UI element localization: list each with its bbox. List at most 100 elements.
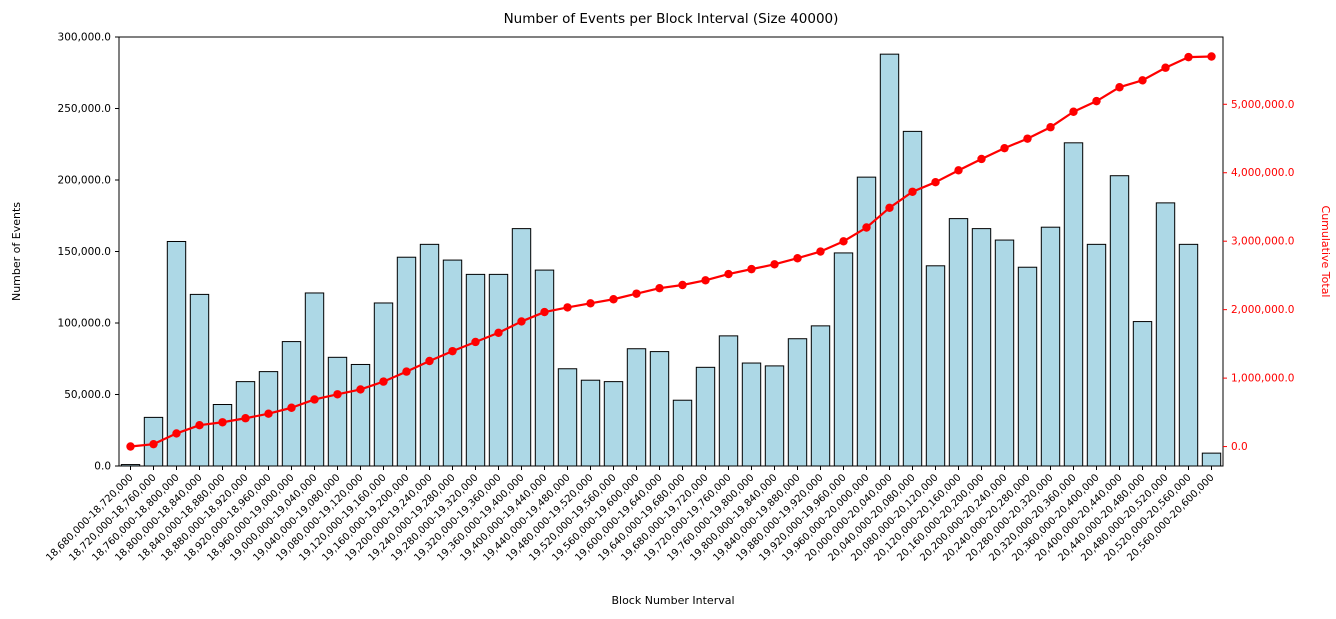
bar [1178,243,1199,467]
cumulative-point [494,328,503,337]
bar [626,348,647,467]
cumulative-point [1023,134,1032,143]
cumulative-point [816,247,825,256]
cumulative-point [563,303,572,312]
x-axis-label: Block Number Interval [611,594,734,607]
y-tick-label-left: 200,000.0 [58,175,111,187]
cumulative-point [1092,96,1101,106]
chart-title: Number of Events per Block Interval (Siz… [504,11,839,27]
bar [971,228,992,467]
bar [580,379,601,467]
y-tick-label-right: 4,000,000.0 [1231,167,1294,179]
bar [488,273,509,467]
cumulative-point [701,276,710,285]
cumulative-point [747,264,756,274]
cumulative-point [1000,143,1009,153]
cumulative-point [1207,52,1216,61]
cumulative-point [1138,76,1147,85]
cumulative-point [885,203,894,212]
cumulative-point [425,356,434,366]
cumulative-point [218,418,227,427]
y-tick-label-left: 0.0 [94,461,111,473]
y-tick-label-left: 50,000.0 [64,389,111,401]
bar [948,218,969,467]
y-tick-label-right: 5,000,000.0 [1231,99,1294,111]
cumulative-point [632,289,641,298]
bar [1040,226,1061,467]
bar [327,356,348,467]
cumulative-point [977,154,986,164]
cumulative-point [1184,52,1193,62]
bar [396,256,417,467]
cumulative-point [931,177,940,187]
bar [718,335,739,467]
bar [557,368,578,467]
y-tick-label-left: 250,000.0 [58,103,111,115]
cumulative-point [241,414,250,423]
bar [120,464,141,467]
bar [879,53,900,467]
bar [1155,202,1176,467]
bar [258,371,279,467]
bar [350,363,371,467]
cumulative-point [770,260,779,269]
cumulative-point [540,307,549,317]
cumulative-point [172,429,181,438]
bar [672,399,693,467]
bar [925,265,946,467]
bar [902,130,923,467]
bar [1109,175,1130,467]
bar [787,338,808,467]
y-tick-label-right: 1,000,000.0 [1231,373,1294,385]
cumulative-point [862,223,871,232]
bar [764,365,785,467]
bar [212,404,233,467]
cumulative-point [678,280,687,290]
cumulative-point [287,403,296,412]
bar [442,259,463,467]
bar [534,269,555,467]
bar [235,381,256,467]
bar [419,243,440,467]
bar [1063,142,1084,467]
cumulative-point [517,317,526,326]
bar [856,176,877,467]
cumulative-point [195,421,204,430]
bar [695,366,716,467]
cumulative-point [793,254,802,263]
bar [994,239,1015,467]
bar [741,362,762,467]
cumulative-point [379,377,388,386]
bar [1201,452,1222,467]
bar [603,381,624,467]
y-axis-label-left: Number of Events [10,202,23,301]
bar [304,292,325,467]
bar [1132,321,1153,467]
cumulative-point [333,390,342,399]
y-tick-label-right: 3,000,000.0 [1231,236,1294,248]
bar [1017,266,1038,467]
cumulative-point [149,439,158,449]
bar [189,293,210,467]
cumulative-point [908,187,917,196]
cumulative-point [609,295,618,304]
cumulative-point [402,367,411,376]
cumulative-point [724,269,733,279]
bar [833,252,854,467]
cumulative-point [1161,63,1170,72]
cumulative-point [310,395,319,404]
y-tick-label-left: 300,000.0 [58,32,111,44]
y-axis-label-right: Cumulative Total [1319,206,1332,298]
cumulative-point [1069,107,1078,116]
cumulative-point [471,337,480,347]
cumulative-point [1046,123,1055,132]
cumulative-point [1115,83,1124,92]
y-tick-label-left: 100,000.0 [58,318,111,330]
y-tick-label-right: 0.0 [1231,441,1248,453]
y-tick-label-left: 150,000.0 [58,246,111,258]
bar [1086,243,1107,467]
bar [511,228,532,467]
cumulative-point [448,346,457,356]
